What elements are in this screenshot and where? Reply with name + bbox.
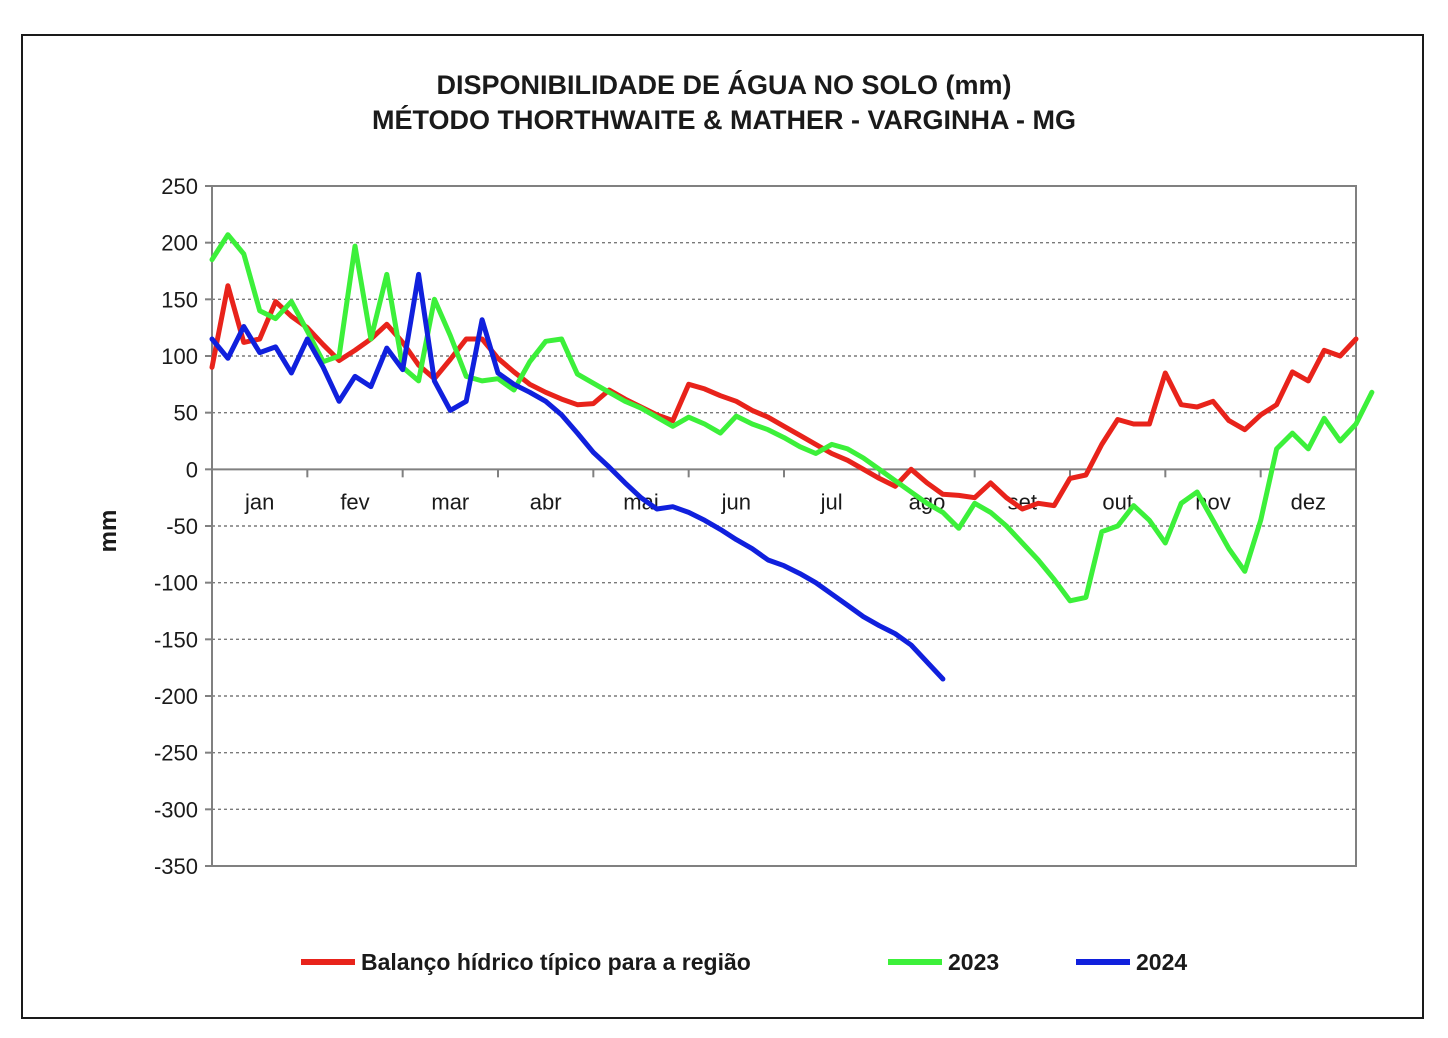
y-tick-label: 250 (161, 174, 198, 199)
y-axis-ticks: 250 200 150 100 50 0 -50 -100 -150 -200 -250 -300 -3… (154, 174, 212, 879)
series-line-0 (209, 283, 1359, 512)
y-tick-label: -300 (154, 797, 198, 822)
chart-title-line-1: DISPONIBILIDADE DE ÁGUA NO SOLO (mm) (436, 69, 1011, 100)
x-tick-label: abr (530, 489, 562, 514)
y-axis-label: mm (95, 510, 122, 553)
y-tick-label: 200 (161, 231, 198, 256)
series-line-2 (209, 271, 946, 682)
y-tick-label: -350 (154, 854, 198, 879)
chart-title-line-2: MÉTODO THORTHWAITE & MATHER - VARGINHA -… (372, 104, 1076, 135)
x-tick-label: jan (244, 489, 274, 514)
y-tick-label: -150 (154, 627, 198, 652)
legend: Balanço hídrico típico para a região 2023… (301, 949, 1187, 975)
y-tick-label: 150 (161, 287, 198, 312)
y-tick-label: -100 (154, 571, 198, 596)
y-tick-label: -250 (154, 741, 198, 766)
y-tick-label: 0 (186, 457, 198, 482)
x-axis-month-labels: jan fev mar abr mai jun jul ago set out nov dez (211, 469, 1357, 514)
y-tick-label: -50 (166, 514, 198, 539)
x-tick-label: fev (340, 489, 369, 514)
series-lines (209, 232, 1375, 682)
y-tick-label: 50 (174, 401, 198, 426)
y-tick-label: -200 (154, 684, 198, 709)
x-tick-label: mai (623, 489, 658, 514)
y-tick-label: 100 (161, 344, 198, 369)
legend-label-0: Balanço hídrico típico para a região (361, 949, 751, 975)
chart-frame: DISPONIBILIDADE DE ÁGUA NO SOLO (mm) MÉT… (21, 34, 1424, 1019)
chart-svg: DISPONIBILIDADE DE ÁGUA NO SOLO (mm) MÉT… (95, 69, 1375, 975)
x-tick-label: jun (721, 489, 751, 514)
legend-label-1: 2023 (948, 949, 999, 975)
x-tick-label: mar (431, 489, 469, 514)
legend-label-2: 2024 (1136, 949, 1187, 975)
series-line-1 (209, 232, 1375, 604)
x-tick-label: jul (820, 489, 843, 514)
x-tick-label: dez (1291, 489, 1326, 514)
